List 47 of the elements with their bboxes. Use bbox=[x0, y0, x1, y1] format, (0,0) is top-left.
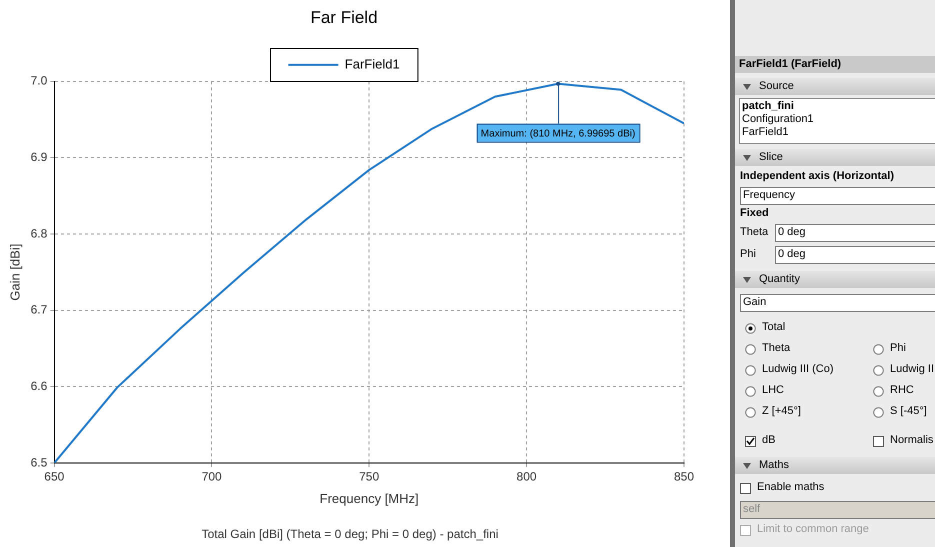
y-tick-label: 6.7 bbox=[30, 302, 48, 317]
y-tick-label: 6.8 bbox=[30, 226, 48, 240]
text: Configuration1 bbox=[742, 113, 814, 125]
text: Maths bbox=[759, 459, 789, 471]
text: patch_fini bbox=[742, 100, 794, 112]
text: Source bbox=[759, 80, 794, 92]
text: Ludwig III (Co) bbox=[762, 363, 834, 375]
text: Quantity bbox=[759, 273, 800, 285]
y-axis-title: Gain [dBi] bbox=[7, 244, 22, 301]
x-tick-label: 750 bbox=[359, 470, 380, 484]
text-field: Frequency bbox=[740, 187, 935, 205]
text: Normalis bbox=[890, 434, 934, 446]
x-axis-title: Frequency [MHz] bbox=[320, 490, 419, 506]
text: Phi bbox=[740, 248, 756, 260]
y-tick-label: 6.6 bbox=[30, 378, 48, 393]
text: LHC bbox=[762, 384, 784, 396]
text: FarField1 bbox=[742, 126, 788, 138]
text: FarField1 (FarField) bbox=[739, 58, 842, 70]
text: Ludwig II bbox=[890, 363, 934, 375]
text-field: 0 deg bbox=[775, 246, 935, 264]
text: Enable maths bbox=[757, 481, 824, 493]
text: dB bbox=[762, 434, 776, 446]
annotation: Maximum: (810 MHz, 6.99695 dBi) bbox=[480, 128, 636, 140]
text: Fixed bbox=[740, 207, 769, 219]
text: RHC bbox=[890, 384, 914, 396]
text: Total Gain [dBi] (Theta = 0 deg; Phi = 0 deg) - patch_fini bbox=[200, 527, 500, 541]
x-tick-label: 700 bbox=[202, 470, 222, 484]
text-field: 0 deg bbox=[775, 224, 935, 242]
legend-label: FarField1 bbox=[344, 56, 400, 72]
text: Phi bbox=[890, 342, 906, 354]
x-tick-label: 850 bbox=[674, 470, 694, 484]
y-tick-label: 6.5 bbox=[30, 455, 48, 470]
chart-title: Far Field bbox=[310, 8, 378, 27]
text: Z [+45°] bbox=[762, 405, 801, 417]
text: Independent axis (Horizontal) bbox=[740, 170, 894, 182]
text: Slice bbox=[759, 151, 783, 163]
text: Limit to common range bbox=[757, 523, 869, 535]
y-tick-label: 6.9 bbox=[30, 150, 48, 164]
text: Theta bbox=[762, 342, 790, 354]
text-field: self bbox=[740, 501, 935, 519]
text: Theta bbox=[740, 226, 768, 238]
x-tick-label: 800 bbox=[516, 470, 537, 484]
x-tick-label: 650 bbox=[44, 470, 65, 484]
text: Total bbox=[762, 321, 786, 333]
text-field: Gain bbox=[740, 294, 935, 312]
text: S [-45°] bbox=[890, 405, 927, 417]
y-tick-label: 7.0 bbox=[30, 74, 48, 88]
